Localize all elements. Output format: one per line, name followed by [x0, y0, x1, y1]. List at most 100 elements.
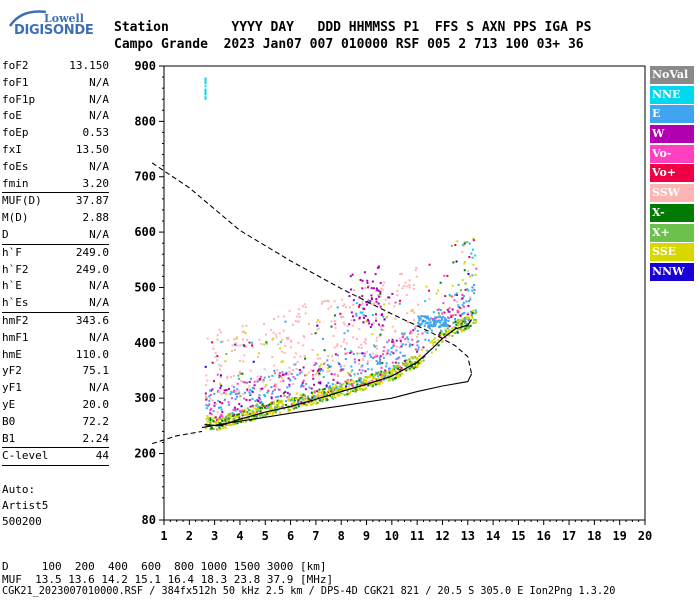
- echo-point: [259, 407, 262, 410]
- echo-point: [271, 374, 274, 377]
- echo-point: [301, 383, 304, 386]
- echo-point: [423, 324, 426, 327]
- echo-point: [358, 362, 361, 365]
- echo-point: [204, 77, 207, 80]
- echo-point: [417, 324, 420, 327]
- echo-point: [323, 300, 326, 303]
- echo-point: [376, 302, 379, 305]
- echo-point: [205, 404, 208, 407]
- param-value: 44: [95, 449, 109, 463]
- echo-point: [411, 338, 414, 341]
- echo-point: [269, 412, 272, 415]
- echo-point: [417, 340, 420, 343]
- echo-point: [209, 419, 212, 422]
- echo-point: [272, 337, 275, 340]
- echo-point: [361, 369, 364, 372]
- echo-point: [299, 394, 302, 397]
- echo-point: [275, 336, 278, 339]
- echo-point: [232, 374, 235, 377]
- x-tick-label: 3: [211, 529, 218, 543]
- echo-point: [245, 398, 248, 401]
- echo-point: [468, 316, 471, 319]
- echo-point: [420, 315, 423, 318]
- header-values: Campo Grande 2023 Jan07 007 010000 RSF 0…: [114, 37, 584, 52]
- echo-point: [392, 352, 395, 355]
- echo-point: [377, 371, 380, 374]
- echo-point: [362, 359, 365, 362]
- echo-point: [263, 405, 266, 408]
- echo-point: [212, 428, 215, 431]
- echo-point: [470, 252, 473, 255]
- echo-point: [416, 358, 419, 361]
- echo-point: [304, 397, 307, 400]
- echo-point: [463, 262, 466, 265]
- echo-point: [324, 397, 327, 400]
- echo-point: [240, 405, 243, 408]
- echo-point: [471, 311, 474, 314]
- echo-point: [318, 372, 321, 375]
- echo-point: [284, 320, 287, 323]
- echo-point: [399, 339, 402, 342]
- echo-point: [310, 387, 313, 390]
- param-label: B1: [2, 431, 16, 445]
- echo-point: [295, 392, 298, 395]
- param-label: hmF2: [2, 313, 29, 327]
- echo-point: [459, 314, 462, 317]
- echo-point: [412, 329, 415, 332]
- echo-point: [296, 397, 299, 400]
- echo-point: [351, 382, 354, 385]
- echo-point: [311, 348, 314, 351]
- echo-point: [465, 317, 468, 320]
- echo-point: [361, 364, 364, 367]
- param-row: foE N/A: [2, 108, 109, 125]
- echo-point: [405, 293, 408, 296]
- echo-point: [219, 415, 222, 418]
- echo-point: [472, 263, 475, 266]
- echo-point: [414, 269, 417, 272]
- echo-point: [323, 391, 326, 394]
- echo-point: [267, 405, 270, 408]
- param-row: hmE 110.0: [2, 347, 109, 364]
- echo-point: [285, 372, 288, 375]
- echo-point: [339, 365, 342, 368]
- echo-point: [406, 336, 409, 339]
- echo-point: [375, 359, 378, 362]
- y-tick-label: 700: [134, 170, 156, 184]
- echo-point: [210, 389, 213, 392]
- echo-point: [303, 303, 306, 306]
- echo-point: [283, 394, 286, 397]
- echo-point: [275, 385, 278, 388]
- echo-point: [256, 403, 259, 406]
- echo-point: [447, 310, 450, 313]
- echo-point: [378, 356, 381, 359]
- echo-point: [218, 368, 221, 371]
- echo-point: [365, 301, 368, 304]
- echo-point: [206, 414, 209, 417]
- echo-point: [221, 419, 224, 422]
- echo-point: [368, 376, 371, 379]
- echo-point: [351, 384, 354, 387]
- echo-point: [374, 313, 377, 316]
- x-tick-label: 4: [236, 529, 243, 543]
- echo-point: [273, 385, 276, 388]
- echo-point: [215, 421, 218, 424]
- echo-point: [207, 404, 210, 407]
- echo-point: [258, 377, 261, 380]
- echo-point: [251, 344, 254, 347]
- echo-point: [314, 399, 317, 402]
- echo-point: [330, 373, 333, 376]
- echo-point: [385, 315, 388, 318]
- echo-point: [345, 382, 348, 385]
- echo-point: [325, 397, 328, 400]
- echo-point: [401, 362, 404, 365]
- echo-point: [214, 416, 217, 419]
- echo-point: [410, 310, 413, 313]
- echo-point: [285, 403, 288, 406]
- echo-point: [319, 382, 322, 385]
- echo-point: [286, 338, 289, 341]
- echo-point: [405, 285, 408, 288]
- echo-point: [352, 299, 355, 302]
- echo-point: [297, 341, 300, 344]
- y-tick-label: 300: [134, 391, 156, 405]
- echo-point: [460, 330, 463, 333]
